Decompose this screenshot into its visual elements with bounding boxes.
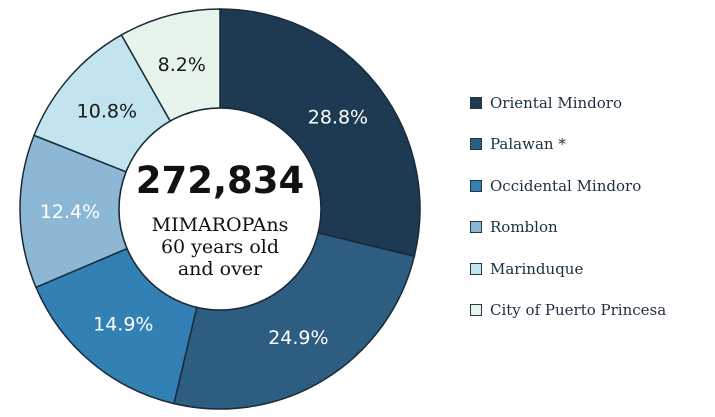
slice-label-occidental-mindoro: 14.9%	[93, 314, 153, 336]
legend-item-palawan: Palawan *	[470, 124, 666, 166]
legend-swatch	[470, 179, 482, 192]
slice-label-romblon: 12.4%	[40, 201, 100, 223]
legend-swatch	[470, 138, 482, 151]
slice-label-city-of-puerto-princesa: 8.2%	[158, 54, 206, 76]
legend-item-city-of-puerto-princesa: City of Puerto Princesa	[470, 290, 666, 332]
legend-swatch	[470, 96, 482, 109]
legend-swatch	[470, 262, 482, 275]
donut-hole	[118, 107, 322, 311]
chart-legend: Oriental Mindoro Palawan * Occidental Mind…	[470, 82, 666, 331]
legend-swatch	[470, 304, 482, 317]
legend-swatch	[470, 221, 482, 234]
center-caption-line: and over	[178, 258, 263, 280]
legend-item-romblon: Romblon	[470, 207, 666, 249]
legend-label: Romblon	[490, 218, 558, 237]
legend-label: Marinduque	[490, 259, 584, 278]
legend-label: Oriental Mindoro	[490, 93, 622, 112]
slice-label-oriental-mindoro: 28.8%	[308, 106, 368, 128]
slice-label-marinduque: 10.8%	[77, 101, 137, 123]
slice-label-palawan: 24.9%	[268, 327, 328, 349]
legend-label: City of Puerto Princesa	[490, 301, 667, 320]
center-caption-line: MIMAROPAns	[152, 214, 289, 236]
legend-label: Palawan *	[490, 135, 566, 154]
legend-item-occidental-mindoro: Occidental Mindoro	[470, 165, 666, 207]
center-caption-line: 60 years old	[161, 236, 279, 258]
legend-item-oriental-mindoro: Oriental Mindoro	[470, 82, 666, 124]
legend-item-marinduque: Marinduque	[470, 248, 666, 290]
donut-chart: 28.8% 24.9% 14.9% 12.4% 10.8% 8.2% 272,834 MI…	[19, 8, 421, 410]
legend-label: Occidental Mindoro	[490, 176, 642, 195]
center-total-value: 272,834	[136, 159, 305, 202]
